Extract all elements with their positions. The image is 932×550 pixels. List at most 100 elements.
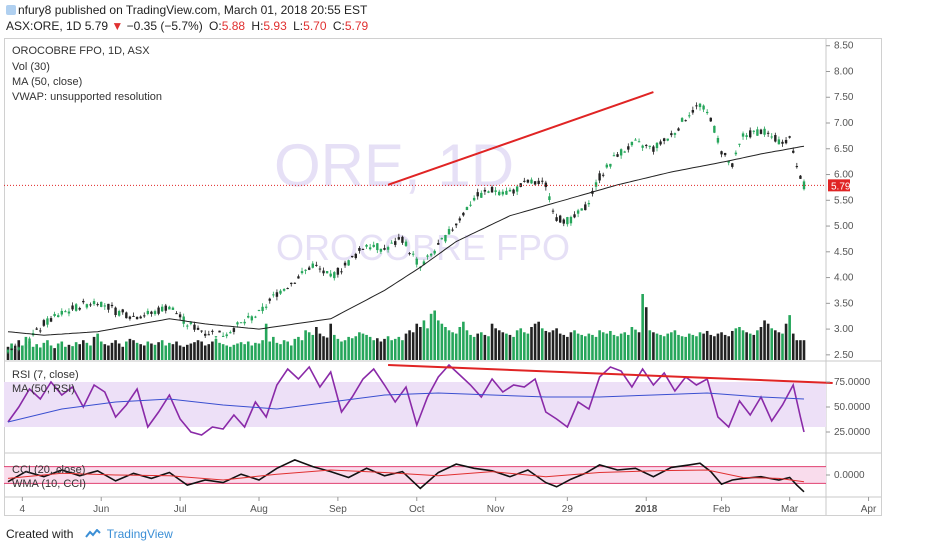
candle-body [447,229,451,235]
candle-body [225,334,228,337]
y-tick-label: 3.50 [834,298,854,309]
candle-body [160,306,164,312]
candle-body [659,141,662,145]
candle-body [78,308,81,310]
volume-bar [752,334,756,360]
author-name[interactable]: nfury8 [18,3,52,17]
volume-bar [802,340,806,360]
candle-body [741,133,745,137]
candle-body [24,344,28,349]
candle-body [612,155,616,157]
volume-bar [211,341,214,360]
candle-body [537,180,540,184]
chart-border [4,38,882,516]
volume-bar [128,338,132,360]
volume-bar [175,341,178,360]
candle-body [250,316,254,321]
y-tick-label: 2.50 [834,350,854,361]
candle-body [229,332,232,334]
candle-body [759,129,763,134]
volume-bar [139,344,142,360]
candle-body [89,304,92,306]
y-tick-label: 6.00 [834,170,854,181]
candle-body [178,314,182,318]
volume-bar [135,342,139,360]
volume-bar [433,310,436,360]
candle-body [103,305,107,307]
candle-body [404,241,408,246]
volume-bar [562,334,566,360]
volume-bar [641,294,644,360]
tradingview-brand[interactable]: TradingView [106,527,173,541]
candle-body [286,288,289,290]
volume-bar [791,333,795,360]
x-tick-label: Jul [174,504,187,515]
candle-body [605,164,608,168]
candle-body [171,307,175,310]
candle-body [125,312,128,319]
candle-body [143,315,146,317]
volume-bar [759,327,763,360]
volume-bar [376,338,379,360]
symbol-quote-line: ASX:ORE, 1D 5.79 ▼ −0.35 (−5.7%) O:5.88 … [6,19,368,33]
volume-bar [67,344,71,360]
candle-body [193,324,196,330]
volume-bar [573,330,576,360]
candle-body [580,208,583,211]
volume-bar [31,346,35,360]
volume-bar [533,323,537,360]
candle-body [630,141,634,146]
rsi-legend-entry: RSI (7, close) [12,369,79,381]
volume-bar [587,333,591,360]
candle-body [257,309,261,311]
volume-bar [451,332,454,360]
candle-body [623,151,626,153]
candle-body [415,258,418,265]
candle-body [766,132,770,134]
candle-body [117,311,121,316]
candle-body [645,144,648,146]
main-legend-entry: MA (50, close) [12,76,82,88]
volume-bar [497,330,501,360]
volume-bar [727,336,731,360]
volume-bar [239,342,243,360]
candle-body [401,236,404,243]
x-tick-label: Feb [713,504,731,515]
candle-body [777,139,781,145]
chart-area[interactable]: ORE, 1D OROCOBRE FPO 4 Jun Jul Aug Sep Oct Nov… [4,38,882,516]
volume-bar [515,330,519,360]
volume-bar [419,327,422,360]
candle-body [727,161,730,163]
volume-bar [687,333,691,360]
close-label: C: [332,19,345,33]
candle-body [247,315,250,318]
volume-bar [315,327,318,360]
candle-body [433,250,436,254]
candle-body [655,142,659,149]
volume-bar [648,330,652,360]
candle-body [268,298,271,301]
volume-bar [555,328,558,360]
candle-body [49,318,53,322]
candle-body [207,334,210,336]
volume-bar [458,327,462,360]
volume-bar [730,330,734,360]
volume-bar [716,333,720,360]
candle-body [300,271,304,274]
candle-body [702,105,705,110]
publish-info: nfury8 published on TradingView.com, Mar… [6,3,367,17]
volume-bar [526,333,530,360]
candle-body [354,253,358,259]
candle-body [673,133,677,135]
candle-body [451,229,454,231]
cci-tick-label: 0.0000 [834,470,865,481]
candle-body [290,282,293,285]
volume-bar [107,345,110,360]
volume-bar [523,332,526,360]
volume-bar [619,333,623,360]
chart-svg[interactable]: ORE, 1D OROCOBRE FPO 4 Jun Jul Aug Sep Oct Nov… [4,38,882,516]
volume-bar [300,340,304,360]
volume-bar [630,327,634,360]
volume-bar [81,340,85,360]
volume-bar [709,334,713,360]
